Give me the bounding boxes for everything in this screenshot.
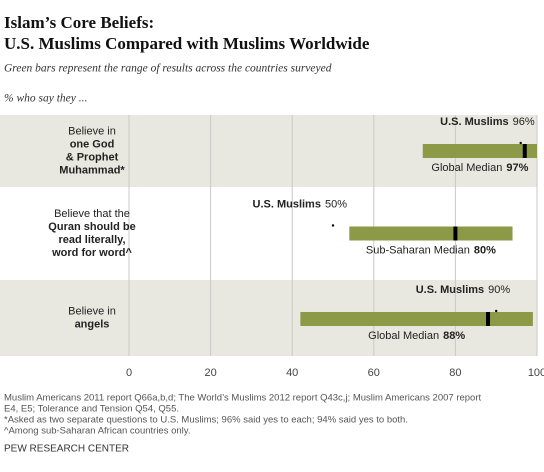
chart-title: Islam’s Core Beliefs: (4, 13, 154, 32)
us-marker (331, 224, 335, 227)
footnote: *Asked as two separate questions to U.S.… (4, 415, 408, 426)
us-name: U.S. Muslims (253, 198, 321, 210)
us-label: U.S. Muslims 90% (416, 284, 511, 296)
median-name: Global Median (431, 162, 502, 174)
median-label: Global Median 97% (431, 162, 528, 174)
range-bar (349, 226, 513, 241)
x-tick-label: 100 (528, 367, 544, 379)
median-label: Global Median 88% (368, 330, 465, 342)
row-label: one God (70, 138, 115, 150)
us-value: 96% (513, 116, 535, 128)
x-tick-label: 0 (126, 367, 132, 379)
median-marker (453, 226, 458, 241)
median-value: 97% (506, 162, 528, 174)
subtitle: Green bars represent the range of result… (4, 63, 332, 75)
row-label: angels (75, 318, 110, 330)
us-value: 90% (488, 284, 510, 296)
x-tick-label: 40 (286, 367, 298, 379)
median-marker (486, 312, 491, 326)
row-label: & Prophet (66, 151, 119, 163)
footnote: ^Among sub-Saharan African countries onl… (4, 426, 190, 437)
range-bar (300, 312, 533, 326)
us-label: U.S. Muslims 96% (440, 116, 535, 128)
row-label: Believe in (68, 125, 116, 137)
us-label: U.S. Muslims 50% (253, 198, 348, 210)
range-bar (422, 144, 537, 158)
row-label: read literally, (58, 234, 125, 246)
median-value: 88% (443, 330, 465, 342)
us-value: 50% (325, 198, 347, 210)
row-label: Believe that the (54, 208, 130, 220)
us-name: U.S. Muslims (416, 284, 484, 296)
footnote: E4, E5; Tolerance and Tension Q54, Q55. (4, 404, 179, 415)
source: PEW RESEARCH CENTER (4, 444, 129, 455)
x-tick-label: 60 (368, 367, 380, 379)
us-marker (495, 309, 498, 313)
us-marker (519, 141, 522, 145)
footnote: Muslim Americans 2011 report Q66a,b,d; T… (4, 393, 481, 404)
median-label: Sub-Saharan Median 80% (366, 244, 496, 256)
median-name: Global Median (368, 330, 439, 342)
row-label: Quran should be (48, 221, 135, 233)
chart-title: U.S. Muslims Compared with Muslims World… (4, 34, 370, 53)
median-name: Sub-Saharan Median (366, 244, 470, 256)
row-label: Believe in (68, 305, 116, 317)
median-marker (522, 144, 527, 158)
x-tick-label: 20 (204, 367, 216, 379)
unit-note: % who say they ... (4, 93, 87, 105)
row-label: word for word^ (51, 247, 132, 259)
x-tick-label: 80 (449, 367, 461, 379)
us-name: U.S. Muslims (440, 116, 508, 128)
median-value: 80% (474, 244, 496, 256)
row-label: Muhammad* (59, 164, 125, 176)
